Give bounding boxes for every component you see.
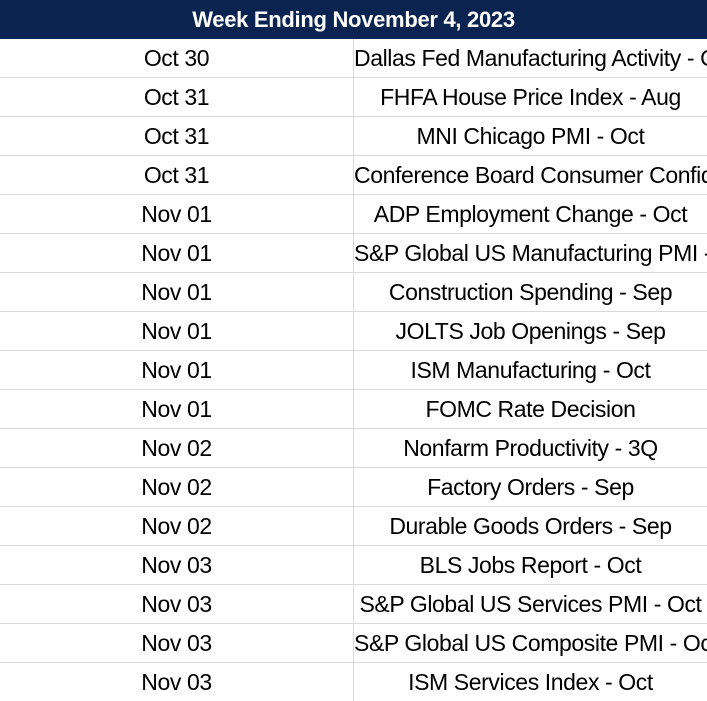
event-cell: BLS Jobs Report - Oct: [353, 545, 707, 585]
event-cell: ISM Services Index - Oct: [408, 668, 653, 695]
table-row: Nov 02 Factory Orders - Sep: [0, 467, 707, 507]
date-cell: Nov 01: [0, 233, 354, 273]
table-row: Nov 03 BLS Jobs Report - Oct: [0, 545, 707, 585]
table-row: Nov 02 Nonfarm Productivity - 3Q: [0, 428, 707, 468]
table-row: Nov 01 ISM Manufacturing - Oct: [0, 350, 707, 390]
date-cell: Nov 01: [0, 350, 354, 390]
table-row: Nov 01 JOLTS Job Openings - Sep: [0, 311, 707, 351]
date-cell: Oct 31: [0, 77, 354, 117]
event-cell: ISM Manufacturing - Oct: [353, 350, 707, 390]
event-cell: MNI Chicago PMI - Oct: [353, 116, 707, 156]
table-row: Nov 03 S&P Global US Services PMI - Oct: [0, 584, 707, 624]
event-cell: Durable Goods Orders - Sep: [353, 506, 707, 546]
table-row: Oct 30 Dallas Fed Manufacturing Activity…: [0, 39, 707, 78]
date-cell: Nov 01: [0, 194, 354, 234]
event-cell: Nonfarm Productivity - 3Q: [353, 428, 707, 468]
date-cell: Nov 01: [0, 311, 354, 351]
table-row: Nov 01 ADP Employment Change - Oct: [0, 194, 707, 234]
table-row: Nov 03 ISM Services Index - Oct: [0, 662, 707, 701]
header-row: Week Ending November 4, 2023: [0, 0, 707, 39]
date-cell: Nov 02: [0, 506, 354, 546]
date-cell: Nov 01: [0, 389, 354, 429]
event-cell: S&P Global US Composite PMI - Oct: [353, 623, 707, 663]
event-cell: JOLTS Job Openings - Sep: [353, 311, 707, 351]
table-row: Nov 01 S&P Global US Manufacturing PMI -…: [0, 233, 707, 273]
date-cell: Nov 01: [0, 272, 354, 312]
date-cell: Nov 03: [0, 623, 354, 663]
event-cell: Dallas Fed Manufacturing Activity - Oct: [353, 39, 707, 78]
date-cell: Nov 03: [0, 584, 354, 624]
table-row: Oct 31 Conference Board Consumer Confide…: [0, 155, 707, 195]
date-cell: Oct 31: [0, 155, 354, 195]
event-cell: FOMC Rate Decision: [353, 389, 707, 429]
table-row: Nov 02 Durable Goods Orders - Sep: [0, 506, 707, 546]
table-row: Nov 03 S&P Global US Composite PMI - Oct: [0, 623, 707, 663]
event-cell: ADP Employment Change - Oct: [353, 194, 707, 234]
date-cell: Oct 31: [0, 116, 354, 156]
event-cell: Conference Board Consumer Confidence - O…: [353, 155, 707, 195]
table-row: Nov 01 FOMC Rate Decision: [0, 389, 707, 429]
date-cell: Nov 02: [0, 428, 354, 468]
date-cell: Oct 30: [0, 39, 354, 78]
event-cell: S&P Global US Services PMI - Oct: [353, 584, 707, 624]
table-row: Oct 31 MNI Chicago PMI - Oct: [0, 116, 707, 156]
event-cell: FHFA House Price Index - Aug: [353, 77, 707, 117]
date-cell: Nov 02: [0, 467, 354, 507]
table-row: Nov 01 Construction Spending - Sep: [0, 272, 707, 312]
calendar-body: Oct 30 Dallas Fed Manufacturing Activity…: [0, 39, 707, 701]
week-title: Week Ending November 4, 2023: [0, 0, 707, 39]
date-cell: Nov 03: [0, 545, 354, 585]
table-row: Oct 31 FHFA House Price Index - Aug: [0, 77, 707, 117]
event-cell: S&P Global US Manufacturing PMI - Oct: [353, 233, 707, 273]
event-cell: Factory Orders - Sep: [353, 467, 707, 507]
date-cell: Nov 03: [0, 662, 354, 701]
event-cell: Construction Spending - Sep: [353, 272, 707, 312]
